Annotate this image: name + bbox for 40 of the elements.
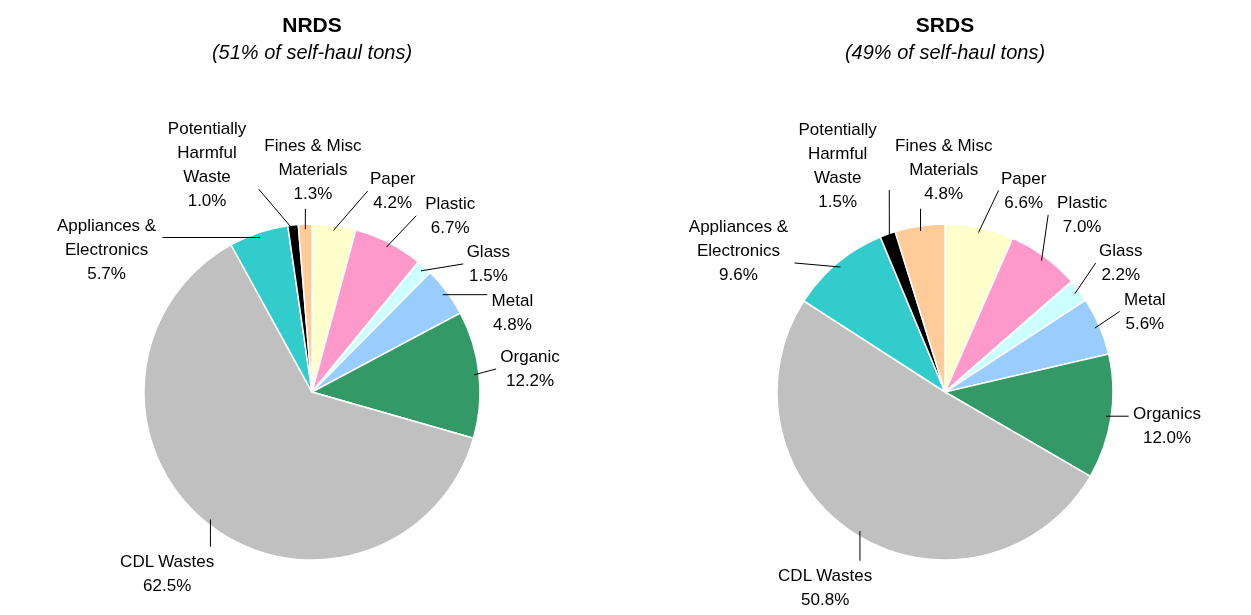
chart-subtitle: (51% of self-haul tons) xyxy=(211,41,413,63)
data-label: 5.7% xyxy=(87,263,126,283)
slice-label: Paper xyxy=(1000,168,1047,188)
slice-label: Organics xyxy=(1133,403,1202,423)
data-label: 1.3% xyxy=(293,184,333,204)
slice-label: Glass xyxy=(1099,241,1143,261)
data-label: 4.8% xyxy=(924,183,964,203)
slice-label: Plastic xyxy=(425,194,476,214)
slice-label: Metal xyxy=(491,291,534,311)
data-label: 2.2% xyxy=(1101,265,1141,285)
data-label: 62.5% xyxy=(143,575,192,595)
data-label: 50.8% xyxy=(801,590,850,610)
slice-label: Organic xyxy=(500,347,561,367)
chart-title: NRDS xyxy=(282,13,342,36)
data-label: 4.2% xyxy=(373,193,413,213)
data-label: 6.6% xyxy=(1004,192,1044,212)
slice-label: Potentially Harmful Waste xyxy=(167,119,247,187)
slice-label: Fines & Misc Materials xyxy=(895,135,993,179)
slice-label: Appliances & Electronics xyxy=(688,217,789,261)
data-label: 12.2% xyxy=(505,371,555,391)
slice-label: Appliances & Electronics xyxy=(56,215,157,259)
data-label: 4.8% xyxy=(493,315,532,335)
data-label: 6.7% xyxy=(430,218,470,238)
slice-label: Potentially Harmful Waste xyxy=(798,120,878,188)
chart-subtitle: (49% of self-haul tons) xyxy=(844,41,1046,63)
slice-label: CDL Wastes xyxy=(778,566,873,586)
data-label: 1.5% xyxy=(818,192,858,212)
data-label: 12.0% xyxy=(1142,427,1192,447)
slice-label: Fines & Misc Materials xyxy=(264,136,363,180)
data-label: 5.6% xyxy=(1125,313,1165,333)
slice-label: Paper xyxy=(370,169,416,189)
slice-label: Metal xyxy=(1124,289,1166,309)
data-label: 1.0% xyxy=(187,191,227,211)
slice-label: Plastic xyxy=(1057,193,1108,213)
data-label: 9.6% xyxy=(719,265,758,285)
slice-label: CDL Wastes xyxy=(120,551,215,571)
data-label: 1.5% xyxy=(469,266,508,286)
chart-title: SRDS xyxy=(915,13,975,36)
data-label: 7.0% xyxy=(1062,217,1102,237)
slice-label: Glass xyxy=(466,242,511,262)
